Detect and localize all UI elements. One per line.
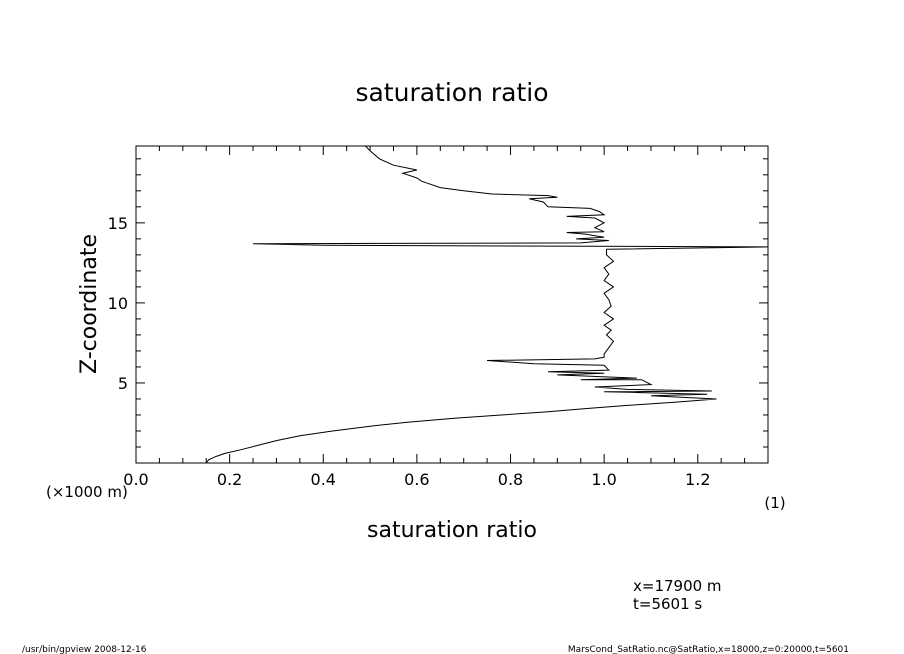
plot-frame <box>135 145 769 464</box>
y-tick-label: 15 <box>108 214 128 233</box>
footer-data-source: MarsCond_SatRatio.nc@SatRatio,x=18000,z=… <box>568 645 849 654</box>
y-tick-labels: 5 10 15 <box>108 214 128 393</box>
plot-border <box>135 145 769 464</box>
y-tick-label: 10 <box>108 294 128 313</box>
chart-title: saturation ratio <box>355 78 548 107</box>
time-info: t=5601 s <box>633 595 702 613</box>
x-axis-unit: (1) <box>764 494 785 512</box>
x-tick-label: 0.2 <box>217 470 242 489</box>
y-tick-label: 5 <box>118 374 128 393</box>
x-tick-label: 1.0 <box>591 470 616 489</box>
y-axis-unit: (×1000 m) <box>46 483 128 501</box>
x-tick-label: 0.6 <box>404 470 429 489</box>
x-tick-labels: 0.0 0.2 0.4 0.6 0.8 1.0 1.2 <box>123 470 710 489</box>
axis-ticks <box>135 146 769 463</box>
series-line-saturation-ratio <box>205 145 769 464</box>
x-tick-label: 0.8 <box>498 470 523 489</box>
x-tick-label: 0.4 <box>311 470 336 489</box>
footer-program-date: /usr/bin/gpview 2008-12-16 <box>22 645 147 654</box>
x-tick-label: 1.2 <box>685 470 710 489</box>
y-axis-label: Z-coordinate <box>77 234 102 374</box>
x-axis-label: saturation ratio <box>367 518 537 543</box>
x-tick-label: 0.0 <box>123 470 148 489</box>
x-position-info: x=17900 m <box>633 577 722 595</box>
